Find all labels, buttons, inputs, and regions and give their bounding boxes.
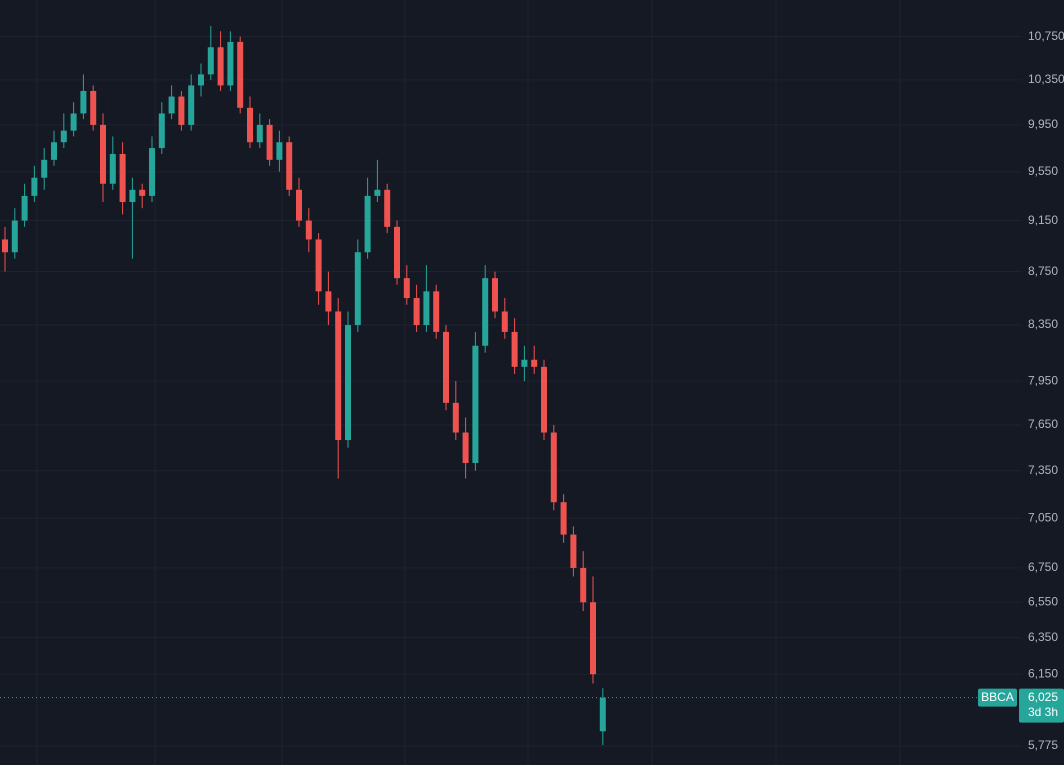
y-tick-label: 8,750 (1028, 264, 1058, 278)
y-tick-label: 9,150 (1028, 213, 1058, 227)
candle-body (364, 195, 371, 253)
y-tick-label: 6,350 (1028, 630, 1058, 644)
candle-body (109, 153, 116, 184)
candle-body (325, 291, 332, 312)
candle-body (384, 189, 391, 227)
y-tick-label: 9,550 (1028, 164, 1058, 178)
candle-body (345, 325, 351, 441)
candle-body (462, 432, 469, 463)
candle-body (433, 291, 440, 332)
candle-body (2, 239, 8, 253)
candle-body (158, 113, 165, 149)
candle-body (70, 113, 77, 131)
countdown-label: 3d 3h (1028, 705, 1058, 719)
candle-body (41, 159, 48, 178)
y-tick-label: 8,350 (1028, 317, 1058, 331)
candle-body (80, 90, 87, 114)
candle-body (51, 142, 57, 160)
candle-body (60, 130, 67, 143)
candle-body (501, 311, 508, 332)
candle-body (560, 502, 567, 535)
y-tick-label: 10,750 (1028, 29, 1064, 43)
candle-body (511, 331, 518, 367)
candle-body (129, 189, 136, 203)
candle-body (256, 124, 263, 143)
candle-body (590, 602, 596, 675)
candle-body (550, 432, 557, 503)
candle-body (139, 189, 146, 196)
candle-body (482, 278, 489, 346)
candle-body (443, 331, 449, 403)
candle-body (580, 567, 587, 603)
candle-body (374, 189, 381, 196)
y-tick-label: 7,350 (1028, 463, 1058, 477)
candle-body (305, 220, 312, 240)
candle-body (413, 298, 420, 326)
candle-body (11, 220, 18, 253)
candle-body (149, 148, 155, 196)
candle-body (247, 107, 253, 143)
candle-body (119, 153, 126, 203)
candle-body (403, 278, 410, 299)
candle-body (492, 278, 498, 312)
candle-body (531, 359, 538, 367)
symbol-label: BBCA (981, 690, 1014, 704)
candle-body (599, 697, 606, 732)
y-tick-label: 7,650 (1028, 417, 1058, 431)
candle-body (266, 124, 273, 160)
candle-body (423, 291, 430, 326)
y-tick-label: 7,950 (1028, 373, 1058, 387)
last-price-label: 6,025 (1028, 690, 1058, 704)
candle-body (296, 189, 302, 221)
candle-body (227, 41, 234, 86)
candle-body (452, 402, 459, 433)
candle-body (521, 359, 528, 367)
candle-body (168, 96, 175, 114)
symbol-badge (978, 688, 1017, 707)
y-tick-label: 6,550 (1028, 594, 1058, 608)
candle-body (198, 74, 204, 86)
price-badge (1019, 688, 1064, 723)
candle-body (31, 177, 38, 196)
y-tick-label: 6,750 (1028, 560, 1058, 574)
candle-body (570, 534, 577, 568)
candle-body (394, 226, 400, 279)
y-tick-label: 9,950 (1028, 117, 1058, 131)
y-tick-label: 7,050 (1028, 510, 1058, 524)
candle-body (237, 41, 244, 108)
candle-body (315, 239, 322, 292)
candle-body (21, 195, 28, 221)
candle-body (541, 366, 547, 433)
candle-body (217, 47, 224, 86)
candle-body (354, 252, 361, 326)
candle-body (335, 311, 342, 441)
y-tick-label: 5,775 (1028, 738, 1058, 752)
candle-body (472, 345, 479, 463)
candle-body (188, 85, 195, 125)
candle-body (276, 142, 283, 160)
candle-body (286, 142, 293, 190)
candle-body (207, 47, 214, 75)
candle-body (178, 96, 185, 125)
y-tick-label: 10,350 (1028, 72, 1064, 86)
candle-body (100, 124, 106, 184)
candle-body (90, 90, 97, 125)
y-tick-label: 6,150 (1028, 666, 1058, 680)
